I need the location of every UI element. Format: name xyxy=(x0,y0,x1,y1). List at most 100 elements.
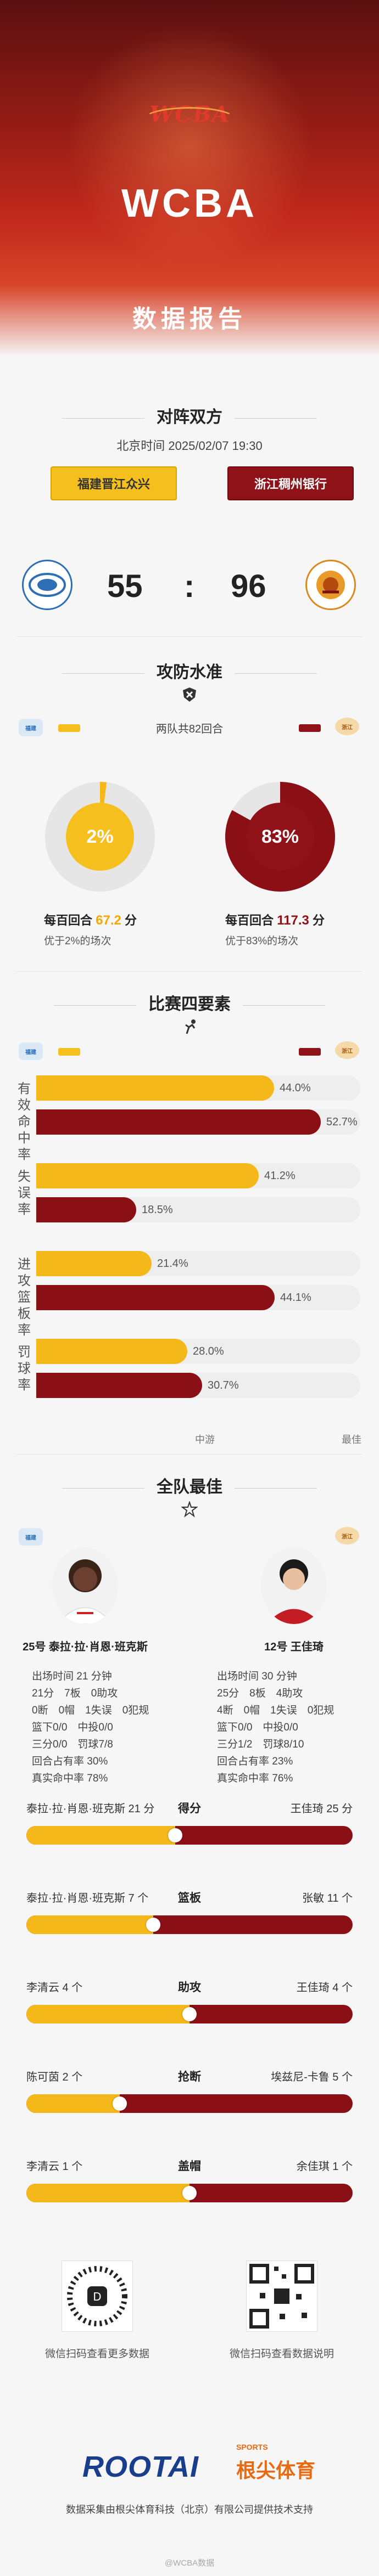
more-data-qr-code[interactable]: D xyxy=(62,2261,133,2332)
comparison-bar xyxy=(26,1915,353,1934)
away-leader: 张敏 11 个 xyxy=(302,1892,353,1904)
away-factor-bar xyxy=(36,1197,136,1222)
home-score: 55 xyxy=(107,568,143,604)
player-stat-line: 篮下0/0 中投0/0 xyxy=(32,1722,113,1733)
away-efficiency-label: 每百回合 117.3 分 xyxy=(225,913,325,928)
away-factor-value: 30.7% xyxy=(208,1379,239,1391)
player-stat-line: 出场时间 30 分钟 xyxy=(217,1671,297,1682)
home-team-small-logo-icon: 福建 xyxy=(19,1042,43,1060)
efficiency-section-title: 攻防水准 xyxy=(0,658,379,683)
player-stat-line: 三分0/0 罚球7/8 xyxy=(32,1739,113,1750)
home-factor-value: 44.0% xyxy=(280,1082,311,1094)
home-team-name: 福建晋江众兴 xyxy=(51,466,177,500)
comparison-row: 泰拉·拉·肖恩·班克斯 21 分 得分 王佳琦 25 分 xyxy=(26,1800,353,1816)
home-share-fill xyxy=(26,1826,175,1845)
comparison-row: 李清云 1 个 盖帽 余佳琪 1 个 xyxy=(26,2157,353,2174)
away-efficiency-value: 117.3 xyxy=(277,913,309,928)
factor-label: 进攻篮板率 xyxy=(18,1257,31,1338)
star-trophy-icon xyxy=(181,1501,198,1518)
comparison-knob xyxy=(182,2007,197,2021)
four-factors-section-title: 比赛四要素 xyxy=(0,990,379,1014)
away-player-avatar xyxy=(261,1547,327,1624)
home-color-key xyxy=(58,724,80,732)
home-efficiency-label: 每百回合 67.2 分 xyxy=(44,913,137,928)
comparison-category: 抢断 xyxy=(178,2071,201,2083)
player-stat-line: 0断 0帽 1失误 0犯规 xyxy=(32,1705,149,1716)
away-factor-value: 52.7% xyxy=(326,1116,358,1128)
home-efficiency-sub: 优于2%的场次 xyxy=(44,935,112,947)
player-stat-line: 真实命中率 78% xyxy=(32,1773,108,1784)
score-separator: : xyxy=(184,568,195,604)
matchup-section-title: 对阵双方 xyxy=(0,403,379,427)
home-team-logo-icon xyxy=(22,560,73,610)
home-share-fill xyxy=(26,2184,190,2202)
comparison-bar xyxy=(26,2184,353,2202)
away-leader: 余佳琪 1 个 xyxy=(296,2161,353,2173)
home-team-small-logo-icon: 福建 xyxy=(19,719,43,736)
factor-label: 有效命中率 xyxy=(18,1081,31,1162)
player-stat-line: 三分1/2 罚球8/10 xyxy=(217,1739,304,1750)
rootai-brand-cn: 根尖体育 xyxy=(236,2459,316,2482)
home-color-key xyxy=(58,1048,80,1056)
away-team-small-logo-icon: 浙江 xyxy=(335,1527,359,1545)
player-stat-line: 真实命中率 76% xyxy=(217,1773,293,1784)
away-ring-value: 83% xyxy=(246,803,314,871)
away-efficiency-ring: 83% xyxy=(225,782,335,892)
home-factor-bar xyxy=(36,1251,152,1276)
away-player-name: 12号 王佳琦 xyxy=(264,1641,324,1653)
rootai-brand: ROOTAI xyxy=(82,2450,199,2483)
away-team-small-logo-icon: 浙江 xyxy=(335,718,359,735)
comparison-category: 篮板 xyxy=(178,1892,201,1904)
basketball-player-icon xyxy=(181,1018,198,1035)
away-team-name: 浙江稠州银行 xyxy=(227,466,354,500)
home-efficiency-value: 67.2 xyxy=(96,913,121,928)
home-factor-value: 28.0% xyxy=(193,1345,224,1357)
away-team-small-logo-icon: 浙江 xyxy=(335,1041,359,1059)
comparison-knob xyxy=(113,2096,127,2111)
watermark: @WCBA数据 xyxy=(164,2558,215,2568)
home-ring-value: 2% xyxy=(66,803,134,871)
data-help-caption: 微信扫码查看数据说明 xyxy=(229,2348,334,2360)
comparison-knob xyxy=(168,1828,182,1842)
away-leader: 埃兹尼-卡鲁 5 个 xyxy=(271,2071,353,2083)
comparison-category: 得分 xyxy=(178,1802,201,1815)
best-section-title: 全队最佳 xyxy=(0,1473,379,1497)
home-player-avatar xyxy=(52,1547,118,1624)
away-score: 96 xyxy=(231,568,266,604)
home-share-fill xyxy=(26,2005,190,2023)
rootai-sports-label: SPORTS xyxy=(236,2443,268,2451)
away-factor-bar xyxy=(36,1285,275,1310)
away-factor-bar xyxy=(36,1109,321,1135)
comparison-bar xyxy=(26,1826,353,1845)
away-color-key xyxy=(299,1048,321,1056)
wcba-logo: WCBA xyxy=(132,102,247,140)
home-share-fill xyxy=(26,1915,153,1934)
comparison-knob xyxy=(146,1918,160,1932)
home-efficiency-ring: 2% xyxy=(45,782,155,892)
shield-cross-icon xyxy=(181,686,198,703)
hero-banner: WCBA WCBA 数据报告 xyxy=(0,0,379,357)
comparison-row: 泰拉·拉·肖恩·班克斯 7 个 篮板 张敏 11 个 xyxy=(26,1889,353,1906)
comparison-category: 助攻 xyxy=(178,1981,201,1994)
home-factor-bar xyxy=(36,1339,187,1364)
player-stat-line: 4断 0帽 1失误 0犯规 xyxy=(217,1705,335,1716)
data-credit-note: 数据采集由根尖体育科技（北京）有限公司提供技术支持 xyxy=(66,2504,313,2515)
comparison-row: 李清云 4 个 助攻 王佳琦 4 个 xyxy=(26,1978,353,1995)
away-leader: 王佳琦 4 个 xyxy=(296,1982,353,1994)
axis-best-label: 最佳 xyxy=(342,1434,361,1445)
away-color-key xyxy=(299,724,321,732)
possessions-note: 两队共82回合 xyxy=(155,723,224,735)
home-player-name: 25号 泰拉·拉·肖恩·班克斯 xyxy=(23,1641,148,1653)
more-data-caption: 微信扫码查看更多数据 xyxy=(44,2348,149,2360)
factor-label: 罚球率 xyxy=(18,1345,31,1393)
home-leader: 泰拉·拉·肖恩·班克斯 21 分 xyxy=(26,1803,155,1815)
data-help-qr-code[interactable] xyxy=(246,2261,317,2332)
away-leader: 王佳琦 25 分 xyxy=(290,1803,353,1815)
player-stat-line: 篮下0/0 中投0/0 xyxy=(217,1722,298,1733)
home-share-fill xyxy=(26,2094,120,2113)
player-stat-line: 25分 8板 4助攻 xyxy=(217,1688,303,1699)
comparison-bar xyxy=(26,2094,353,2113)
away-factor-value: 44.1% xyxy=(280,1292,311,1304)
match-datetime: 北京时间 2025/02/07 19:30 xyxy=(116,439,263,453)
